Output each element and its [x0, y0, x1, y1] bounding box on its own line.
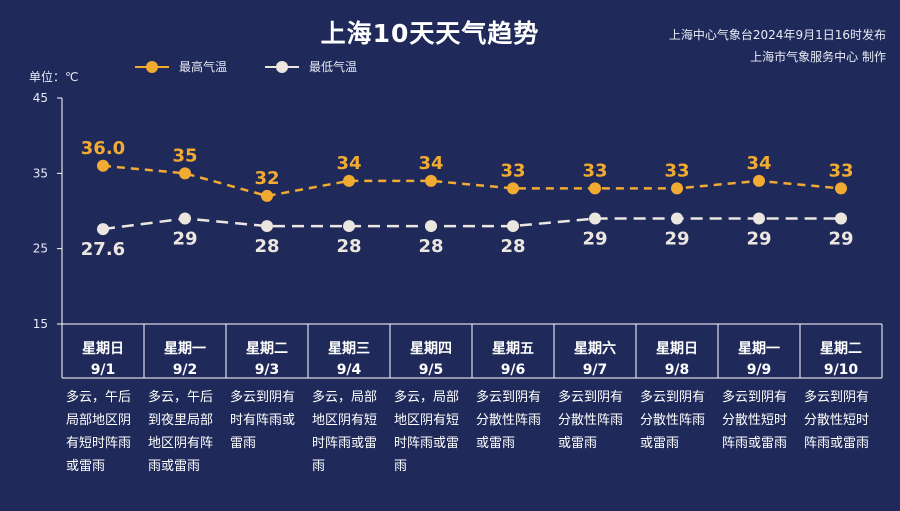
- data-label-high: 34: [418, 153, 443, 174]
- data-label-high: 36.0: [81, 138, 125, 159]
- source-line-1: 上海中心气象台2024年9月1日16时发布: [668, 28, 886, 42]
- data-label-low: 29: [172, 229, 197, 250]
- data-point-low: [425, 220, 437, 233]
- data-label-high: 33: [500, 160, 525, 181]
- date-label: 9/9: [746, 362, 772, 378]
- weather-description: 多云，午后到夜里局部地区阴有阵雨或雷雨: [148, 390, 214, 474]
- data-label-high: 33: [828, 160, 853, 181]
- date-label: 9/10: [823, 362, 859, 378]
- weather-description: 多云，局部地区阴有短时阵雨或雷雨: [394, 390, 460, 474]
- legend-low-marker: [265, 60, 300, 73]
- data-label-low: 29: [664, 229, 689, 250]
- data-point-low: [589, 212, 601, 225]
- y-tick-label: 45: [33, 91, 48, 105]
- data-label-high: 33: [664, 160, 689, 181]
- data-point-low: [179, 212, 191, 225]
- legend-high-label: 最高气温: [179, 60, 228, 74]
- data-point-low: [507, 220, 519, 233]
- weather-description: 多云，局部地区阴有短时阵雨或雷雨: [312, 390, 378, 474]
- date-label: 9/5: [418, 362, 444, 378]
- weather-description: 多云到阴有分散性阵雨或雷雨: [476, 390, 542, 451]
- weekday-label: 星期日: [656, 341, 698, 357]
- weather-description: 多云，午后局部地区阴有短时阵雨或雷雨: [66, 390, 132, 474]
- weather-description: 多云到阴有时有阵雨或雷雨: [230, 390, 296, 451]
- data-point-high: [425, 174, 437, 187]
- weekday-label: 星期四: [410, 341, 452, 357]
- data-point-high: [179, 167, 191, 180]
- weekday-label: 星期一: [738, 341, 780, 357]
- data-point-low: [753, 212, 765, 225]
- data-label-high: 33: [582, 160, 607, 181]
- data-point-low: [835, 212, 847, 225]
- data-point-low: [261, 220, 273, 233]
- weather-description: 多云到阴有分散性短时阵雨或雷雨: [722, 390, 788, 451]
- data-label-low: 27.6: [81, 239, 125, 260]
- data-point-low: [671, 212, 683, 225]
- data-point-high: [343, 174, 355, 187]
- date-label: 9/2: [172, 362, 198, 378]
- date-label: 9/8: [664, 362, 690, 378]
- y-tick-label: 35: [33, 166, 48, 180]
- data-label-low: 29: [746, 229, 771, 250]
- chart-title: 上海10天天气趋势: [320, 19, 540, 48]
- series-line-low: [102, 217, 841, 231]
- weekday-label: 星期二: [820, 341, 862, 357]
- data-point-high: [835, 182, 847, 195]
- source-line-2: 上海市气象服务中心 制作: [750, 50, 886, 64]
- data-label-low: 28: [418, 236, 443, 257]
- weather-description: 多云到阴有分散性阵雨或雷雨: [640, 390, 706, 451]
- data-point-low: [97, 223, 109, 236]
- weekday-label: 星期一: [164, 341, 206, 357]
- legend: 最高气温 最低气温: [135, 58, 357, 75]
- legend-low-label: 最低气温: [309, 60, 358, 74]
- data-point-high: [589, 182, 601, 195]
- y-tick-label: 15: [33, 317, 48, 331]
- data-point-high: [671, 182, 683, 195]
- data-label-low: 29: [582, 229, 607, 250]
- y-tick-label: 25: [33, 242, 48, 256]
- data-point-high: [507, 182, 519, 195]
- weekday-label: 星期五: [492, 341, 534, 357]
- legend-high-marker: [135, 60, 169, 73]
- data-label-low: 28: [254, 236, 279, 257]
- series-line-high: [102, 164, 842, 198]
- unit-label: 单位：℃: [29, 70, 79, 84]
- legend-item-high: 最高气温: [135, 58, 227, 75]
- data-point-high: [97, 159, 109, 172]
- data-point-high: [261, 189, 273, 202]
- weekday-label: 星期六: [574, 341, 616, 357]
- data-label-high: 32: [254, 168, 279, 189]
- data-label-high: 34: [336, 153, 361, 174]
- weather-description: 多云到阴有分散性短时阵雨或雷雨: [804, 390, 870, 451]
- data-point-low: [343, 220, 355, 233]
- weekday-label: 星期日: [82, 341, 124, 357]
- data-label-high: 35: [172, 145, 197, 166]
- legend-item-low: 最低气温: [265, 58, 357, 75]
- data-label-low: 28: [336, 236, 361, 257]
- data-point-high: [753, 174, 765, 187]
- weekday-label: 星期二: [246, 341, 288, 357]
- date-label: 9/7: [582, 362, 608, 378]
- data-label-low: 29: [828, 229, 853, 250]
- date-label: 9/1: [90, 362, 116, 378]
- date-label: 9/4: [336, 362, 362, 378]
- date-label: 9/6: [500, 362, 526, 378]
- weather-description: 多云到阴有分散性阵雨或雷雨: [558, 390, 624, 451]
- data-label-high: 34: [746, 153, 771, 174]
- data-label-low: 28: [500, 236, 525, 257]
- weekday-label: 星期三: [328, 341, 370, 357]
- date-label: 9/3: [254, 362, 280, 378]
